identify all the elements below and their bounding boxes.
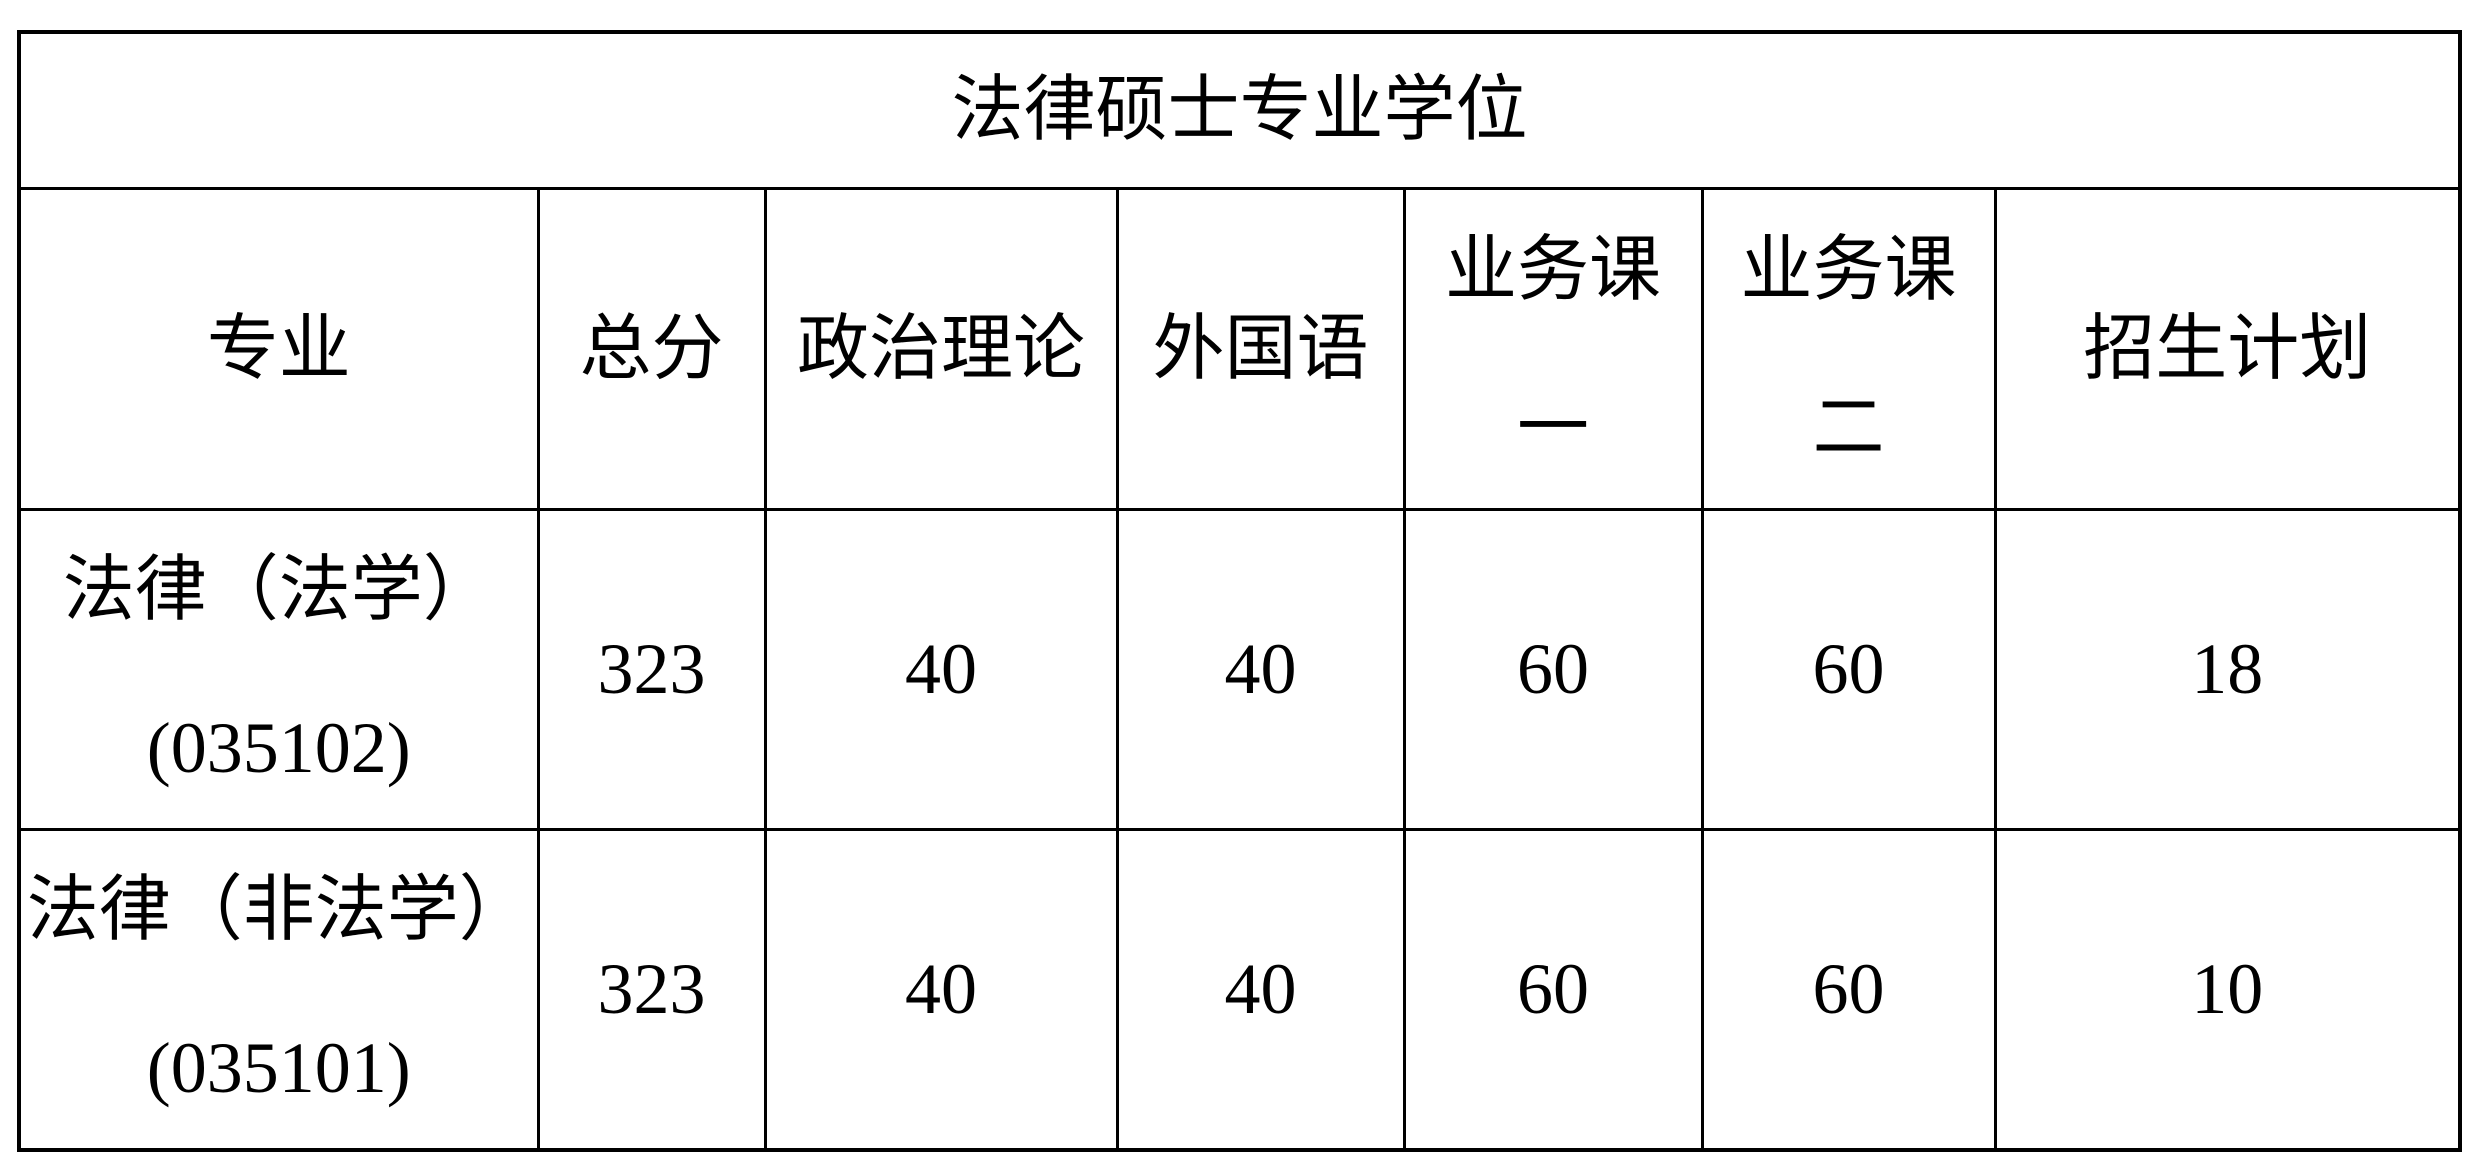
cell-foreign-language: 40 (1115, 827, 1406, 1152)
cell-politics: 40 (763, 508, 1119, 831)
header-foreign-language: 外国语 (1115, 187, 1406, 511)
cell-course-one: 60 (1402, 827, 1704, 1152)
header-major: 专业 (17, 187, 540, 511)
cell-major: 法律（法学） (035102) (17, 508, 540, 831)
cell-enrollment-plan: 18 (1993, 508, 2462, 831)
cell-course-one: 60 (1402, 508, 1704, 831)
cell-politics: 40 (763, 827, 1119, 1152)
admission-score-table: 法律硕士专业学位 专业 总分 政治理论 外国语 业务课 一 业务课 二 招生计划… (17, 30, 2462, 1152)
header-total-score: 总分 (536, 187, 767, 511)
major-code: (035102) (146, 708, 411, 789)
header-course-one-line1: 业务课 (1444, 229, 1661, 310)
major-code: (035101) (146, 1028, 411, 1109)
table-title: 法律硕士专业学位 (17, 30, 2462, 190)
major-name: 法律（非法学） (26, 869, 531, 950)
cell-course-two: 60 (1700, 508, 1997, 831)
header-course-two: 业务课 二 (1700, 187, 1997, 511)
cell-major: 法律（非法学） (035101) (17, 827, 540, 1152)
table-header-row: 专业 总分 政治理论 外国语 业务课 一 业务课 二 招生计划 (17, 187, 2462, 511)
table-row-law: 法律（法学） (035102) 323 40 40 60 60 18 (17, 508, 2462, 831)
table-row-nonlaw: 法律（非法学） (035101) 323 40 40 60 60 10 (17, 827, 2462, 1152)
cell-total-score: 323 (536, 508, 767, 831)
cell-total-score: 323 (536, 827, 767, 1152)
header-course-two-line1: 业务课 (1740, 229, 1957, 310)
cell-foreign-language: 40 (1115, 508, 1406, 831)
header-course-two-line2: 二 (1812, 388, 1885, 468)
major-name: 法律（法学） (62, 550, 495, 630)
header-course-one-line2: 一 (1516, 388, 1589, 468)
cell-enrollment-plan: 10 (1993, 827, 2462, 1152)
header-enrollment-plan: 招生计划 (1993, 187, 2462, 511)
table-title-row: 法律硕士专业学位 (17, 30, 2462, 190)
cell-course-two: 60 (1700, 827, 1997, 1152)
header-course-one: 业务课 一 (1402, 187, 1704, 511)
header-politics: 政治理论 (763, 187, 1119, 511)
